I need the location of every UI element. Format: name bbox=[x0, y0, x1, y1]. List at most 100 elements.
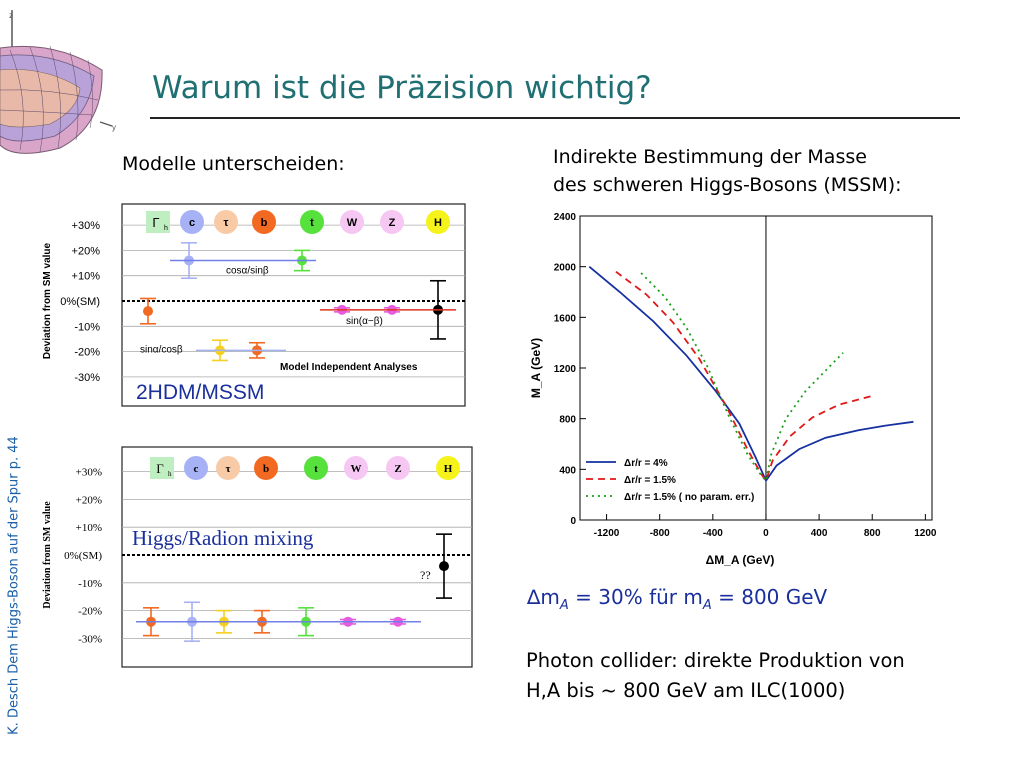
y-tick-label: 1600 bbox=[554, 313, 577, 324]
delta-ma-result: ∆mA = 30% für mA = 800 GeV bbox=[527, 585, 827, 613]
badge-label: b bbox=[261, 217, 268, 229]
badge-sub: h bbox=[164, 225, 168, 232]
series-line-1 bbox=[615, 270, 873, 483]
dm-tail: = 800 GeV bbox=[711, 585, 828, 609]
overlay-2hdm-mssm: 2HDM/MSSM bbox=[136, 381, 264, 404]
particle-badge-Z bbox=[386, 456, 410, 480]
badge-label: c bbox=[189, 217, 195, 229]
x-tick-label: 800 bbox=[864, 528, 881, 539]
gamma-h-badge bbox=[146, 211, 170, 233]
x-tick-label: 400 bbox=[811, 528, 828, 539]
x-tick-label: -1200 bbox=[594, 528, 620, 539]
right-heading-line1: Indirekte Bestimmung der Masse bbox=[553, 146, 867, 168]
panel-ytick: +30% bbox=[72, 220, 101, 232]
badge-sub: h bbox=[168, 470, 172, 478]
surface-plot-logo: z y bbox=[0, 0, 125, 160]
y-tick-label: 0 bbox=[570, 516, 576, 527]
y-axis-label: M_A (GeV) bbox=[529, 338, 543, 398]
particle-badge-b bbox=[254, 456, 278, 480]
panel-ytick: +30% bbox=[76, 467, 102, 479]
particle-badge-c bbox=[184, 456, 208, 480]
panel-ytick: 0%(SM) bbox=[64, 550, 102, 562]
dm-mid: = 30% für m bbox=[568, 585, 703, 609]
x-tick-label: -400 bbox=[703, 528, 723, 539]
badge-label: W bbox=[351, 463, 362, 475]
right-heading: Indirekte Bestimmung der Masse des schwe… bbox=[553, 143, 902, 199]
panel-ytick: +10% bbox=[76, 522, 102, 534]
particle-badge-H bbox=[436, 456, 460, 480]
particle-badge-t bbox=[304, 456, 328, 480]
panel-frame bbox=[121, 446, 473, 668]
legend-label-0: Δr/r = 4% bbox=[624, 458, 668, 469]
panel-ylabel: Deviation from SM value bbox=[42, 242, 53, 359]
badge-label: t bbox=[314, 463, 318, 475]
gamma-h-badge bbox=[150, 457, 174, 479]
panel-ytick: +20% bbox=[72, 245, 101, 257]
model-independent-label: Model Independent Analyses bbox=[280, 362, 418, 373]
y-tick-label: 800 bbox=[559, 415, 576, 426]
panel-ytick: -30% bbox=[74, 372, 100, 384]
footer-citation: K. Desch Dem Higgs-Boson auf der Spur p.… bbox=[6, 436, 22, 735]
particle-badge-Z bbox=[380, 210, 404, 234]
panel-ytick: -20% bbox=[74, 347, 100, 359]
overlay-higgs-radion: Higgs/Radion mixing bbox=[132, 526, 314, 550]
panel-frame bbox=[121, 203, 466, 407]
badge-label: τ bbox=[225, 463, 230, 475]
dm-symbol: ∆m bbox=[527, 585, 560, 609]
ma-vs-delta-ma-chart: 0 400 800 1200 1600 2000 2400 -1200 -800 -400 0 400… bbox=[529, 212, 937, 567]
particle-badge-H bbox=[426, 210, 450, 234]
photon-line1: Photon collider: direkte Produktion von bbox=[526, 649, 905, 672]
slide-title: Warum ist die Präzision wichtig? bbox=[152, 70, 652, 106]
badge-label: Γ bbox=[152, 215, 159, 230]
coupling-deviation-panel-radion: Deviation from SM value +30% +20% +10% 0%(SM… bbox=[42, 446, 473, 668]
series-line-0 bbox=[588, 266, 914, 483]
dm-sub2: A bbox=[702, 598, 712, 613]
datapoint-H bbox=[439, 561, 449, 572]
particle-badge-c bbox=[180, 210, 204, 234]
y-tick-label: 400 bbox=[559, 465, 576, 476]
svg-text:z: z bbox=[9, 11, 13, 20]
dm-sub1: A bbox=[559, 598, 569, 613]
annot-cos-over-sin: cosα/sinβ bbox=[226, 266, 269, 277]
particle-badge-b bbox=[252, 210, 276, 234]
svg-text:y: y bbox=[112, 123, 116, 132]
datapoint-b-left bbox=[143, 306, 153, 317]
left-heading: Modelle unterscheiden: bbox=[122, 153, 345, 175]
right-heading-line2: des schweren Higgs-Bosons (MSSM): bbox=[553, 174, 902, 196]
y-tick-label: 2400 bbox=[554, 212, 577, 223]
particle-badge-t bbox=[300, 210, 324, 234]
panel-ytick: +20% bbox=[76, 494, 102, 506]
coupling-deviation-panel-mssm: Deviation from SM value +30% +20% +10% 0%(SM… bbox=[42, 203, 466, 407]
badge-label: H bbox=[434, 217, 442, 229]
particle-badge-W bbox=[340, 210, 364, 234]
panel-ytick: -30% bbox=[78, 633, 102, 645]
badge-label: Z bbox=[389, 217, 396, 229]
photon-collider-text: Photon collider: direkte Produktion von … bbox=[526, 646, 905, 706]
panel-ytick: +10% bbox=[72, 271, 101, 283]
badge-label: t bbox=[310, 217, 314, 229]
y-tick-label: 1200 bbox=[554, 364, 577, 375]
badge-label: b bbox=[263, 463, 269, 475]
y-tick-label: 2000 bbox=[554, 263, 577, 274]
panel-ytick: -10% bbox=[74, 321, 100, 333]
photon-line2: H,A bis ~ 800 GeV am ILC(1000) bbox=[526, 679, 846, 702]
panel-ylabel: Deviation from SM value bbox=[42, 501, 53, 609]
series-line-2 bbox=[640, 272, 844, 483]
particle-badge-W bbox=[344, 456, 368, 480]
legend-label-2: Δr/r = 1.5% ( no param. err.) bbox=[624, 492, 754, 503]
badge-label: Γ bbox=[156, 461, 164, 476]
x-tick-label: -800 bbox=[650, 528, 670, 539]
badge-label: Z bbox=[394, 463, 401, 475]
badge-label: τ bbox=[224, 217, 229, 229]
annot-sin-alpha-beta: sin(α−β) bbox=[346, 316, 383, 327]
badge-label: H bbox=[444, 463, 453, 475]
annot-sin-over-cos: sinα/cosβ bbox=[140, 344, 183, 355]
panel-ytick: -10% bbox=[78, 578, 102, 590]
title-rule bbox=[150, 117, 960, 119]
badge-label: W bbox=[347, 217, 358, 229]
x-tick-label: 0 bbox=[763, 528, 769, 539]
x-tick-label: 1200 bbox=[914, 528, 937, 539]
x-axis-label: ΔM_A (GeV) bbox=[706, 553, 775, 567]
badge-label: c bbox=[194, 463, 199, 475]
panel-ytick: -20% bbox=[78, 606, 102, 618]
